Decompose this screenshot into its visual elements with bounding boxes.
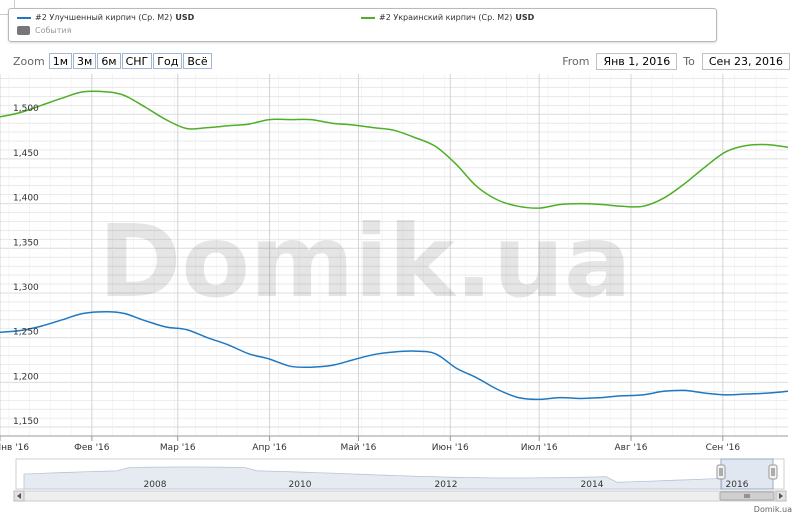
navigator-year-label: 2012 [435, 480, 458, 490]
zoom-button-ytd[interactable]: СНГ [121, 53, 153, 69]
navigator-series-area [23, 466, 723, 490]
x-axis-tick-label: Янв '16 [0, 443, 29, 453]
zoom-button-all[interactable]: Всё [183, 53, 212, 69]
navigator-year-label: 2016 [726, 480, 749, 490]
y-axis-tick-label: 1,150 [13, 417, 39, 427]
x-axis-tick-label: Мар '16 [160, 443, 196, 453]
y-axis-tick-label: 1,450 [13, 149, 39, 159]
legend-series2-label: #2 Украинский кирпич (Ср. M2) [379, 13, 513, 22]
series-line-ukrainian-brick [0, 90, 789, 209]
navigator-scrollbar-track[interactable] [13, 490, 787, 502]
watermark-text: Domik.ua [98, 203, 631, 320]
legend-series1-label: #2 Улучшенный кирпич (Ср. M2) [35, 13, 173, 22]
arrow-right-icon [779, 493, 783, 499]
events-flag-icon [17, 26, 30, 35]
navigator-year-label: 2014 [581, 480, 604, 490]
y-axis-tick-label: 1,200 [13, 372, 39, 382]
range-from-input[interactable]: Янв 1, 2016 [596, 52, 678, 70]
chart-legend: #2 Улучшенный кирпич (Ср. M2) USD #2 Укр… [8, 8, 717, 42]
zoom-button-6m[interactable]: 6м [97, 53, 121, 69]
zoom-button-1y[interactable]: Год [153, 53, 183, 69]
series-line-improved-brick [0, 311, 789, 401]
axis-layer: Янв '16 Фев '16 Мар '16 Апр '16 Май '16 Июн '… [0, 104, 788, 453]
x-axis-tick-label: Авг '16 [615, 443, 648, 453]
legend-line-swatch-blue [17, 16, 31, 19]
navigator[interactable]: 2008 2010 2012 2014 2016 [13, 458, 787, 502]
y-axis-tick-label: 1,500 [13, 104, 39, 114]
y-axis-tick-label: 1,300 [13, 283, 39, 293]
range-from-label: From [562, 54, 590, 68]
zoom-button-1m[interactable]: 1м [48, 53, 73, 69]
navigator-year-label: 2008 [144, 480, 167, 490]
x-axis-tick-label: Июн '16 [432, 443, 469, 453]
arrow-left-icon [17, 493, 21, 499]
x-axis-tick-label: Фев '16 [74, 443, 110, 453]
legend-line-swatch-green [361, 16, 375, 19]
x-axis-tick-label: Июл '16 [521, 443, 558, 453]
zoom-selector: Zoom 1м 3м 6м СНГ Год Всё [13, 52, 213, 70]
navigator-handle-right[interactable] [768, 464, 778, 480]
y-axis-tick-label: 1,350 [13, 238, 39, 248]
y-axis-tick-label: 1,250 [13, 328, 39, 338]
legend-series1-unit: USD [175, 13, 195, 22]
range-to-label: To [683, 54, 695, 68]
legend-item-series2[interactable]: #2 Украинский кирпич (Ср. M2) USD [361, 13, 534, 22]
x-axis-tick-label: Апр '16 [252, 443, 287, 453]
x-axis-tick-label: Сен '16 [706, 443, 741, 453]
legend-series2-unit: USD [515, 13, 535, 22]
legend-item-events[interactable]: События [17, 26, 71, 35]
legend-item-series1[interactable]: #2 Улучшенный кирпич (Ср. M2) USD [17, 13, 194, 22]
grid-layer [0, 74, 788, 436]
zoom-button-3m[interactable]: 3м [73, 53, 97, 69]
y-axis-tick-label: 1,400 [13, 194, 39, 204]
legend-events-label: События [35, 26, 72, 35]
credit-text[interactable]: Domik.ua [754, 505, 792, 514]
navigator-year-label: 2010 [289, 480, 312, 490]
range-to-input[interactable]: Сен 23, 2016 [701, 52, 790, 70]
date-range-selector: From Янв 1, 2016 To Сен 23, 2016 [562, 52, 790, 70]
zoom-label: Zoom [13, 54, 45, 68]
navigator-handle-left[interactable] [716, 464, 726, 480]
series-layer [0, 90, 789, 401]
x-axis-tick-label: Май '16 [340, 443, 376, 453]
